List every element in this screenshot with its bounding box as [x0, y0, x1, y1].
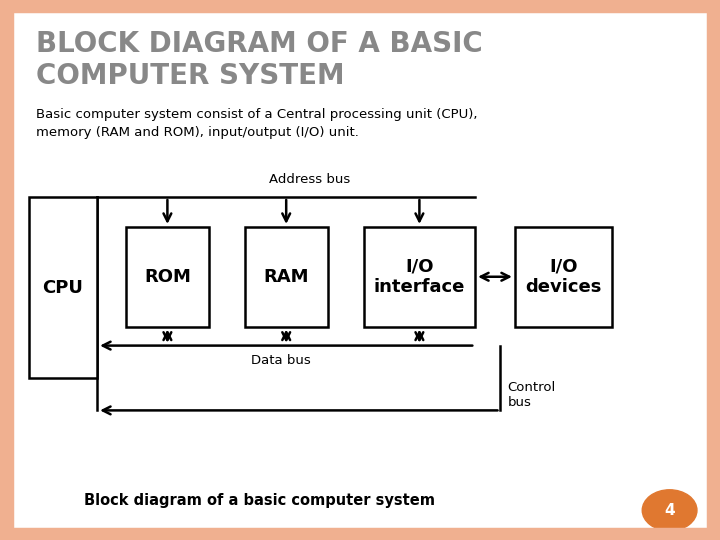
Text: Control
bus: Control bus: [508, 381, 556, 409]
Text: 4: 4: [665, 503, 675, 518]
Text: I/O
interface: I/O interface: [374, 258, 465, 296]
Text: Basic computer system consist of a Central processing unit (CPU),
memory (RAM an: Basic computer system consist of a Centr…: [36, 108, 477, 139]
Circle shape: [642, 490, 697, 531]
Text: Address bus: Address bus: [269, 173, 350, 186]
Text: Block diagram of a basic computer system: Block diagram of a basic computer system: [84, 492, 435, 508]
Text: Data bus: Data bus: [251, 354, 310, 367]
Bar: [245, 227, 328, 327]
Bar: [515, 227, 612, 327]
Text: ROM: ROM: [144, 268, 191, 286]
Text: COMPUTER SYSTEM: COMPUTER SYSTEM: [36, 62, 345, 90]
Bar: [29, 197, 97, 378]
Text: RAM: RAM: [264, 268, 309, 286]
Text: BLOCK DIAGRAM OF A BASIC: BLOCK DIAGRAM OF A BASIC: [36, 30, 482, 58]
Text: I/O
devices: I/O devices: [525, 258, 602, 296]
Text: CPU: CPU: [42, 279, 84, 296]
Bar: [126, 227, 209, 327]
Bar: [364, 227, 475, 327]
